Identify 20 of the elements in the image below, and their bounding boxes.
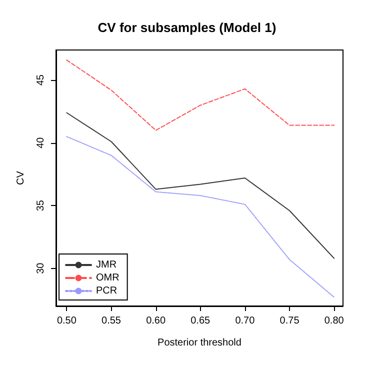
- y-tick-label: 35: [36, 200, 46, 212]
- y-tick-label: 30: [36, 262, 46, 274]
- legend-label: JMR: [96, 260, 117, 270]
- x-tick-label: 0.80: [324, 316, 344, 326]
- y-tick-label: 45: [36, 74, 46, 86]
- legend-label: OMR: [96, 272, 120, 284]
- x-tick-label: 0.50: [56, 316, 77, 326]
- legend-label: PCR: [96, 286, 118, 296]
- x-tick-label: 0.55: [102, 316, 122, 326]
- line-series: [66, 112, 335, 259]
- line-series: [66, 136, 335, 298]
- x-tick-label: 0.70: [235, 316, 256, 326]
- y-axis-title: CV: [16, 170, 26, 185]
- x-tick-label: 0.60: [146, 316, 166, 326]
- x-tick-label: 0.65: [190, 316, 211, 326]
- line-series: [66, 60, 335, 131]
- chart-title: CV for subsamples (Model 1): [98, 20, 276, 35]
- y-tick-label: 40: [36, 136, 46, 148]
- x-tick-label: 0.75: [280, 316, 300, 326]
- x-axis-title: Posterior threshold: [158, 338, 242, 348]
